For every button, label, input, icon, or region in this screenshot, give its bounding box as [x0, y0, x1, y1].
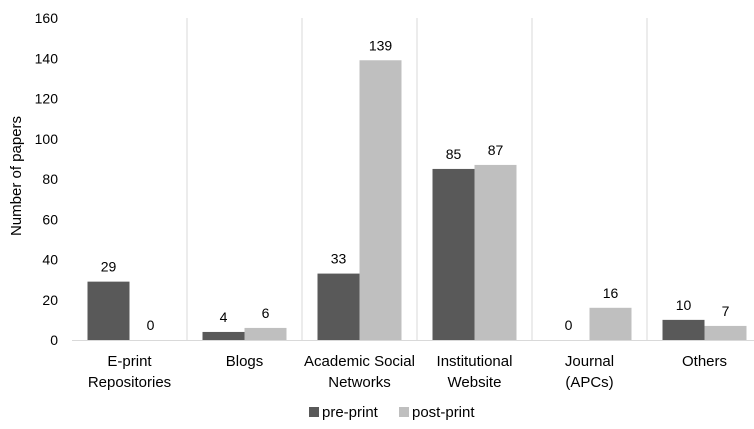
x-tick-label: Others — [682, 353, 727, 370]
data-label: 0 — [147, 317, 155, 333]
bar-post-print — [244, 327, 287, 340]
data-label: 16 — [603, 285, 619, 301]
bar-pre-print — [662, 319, 705, 340]
bar-post-print — [474, 164, 517, 340]
y-tick-label: 20 — [42, 292, 58, 308]
bar-pre-print — [432, 168, 475, 340]
data-label: 7 — [722, 303, 730, 319]
legend-swatch — [399, 407, 409, 417]
y-axis-ticks: 0 20 40 60 80 100 120 140 160 — [35, 10, 59, 348]
legend-swatch — [309, 407, 319, 417]
y-axis-title-group: Number of papers — [8, 116, 25, 236]
data-label: 33 — [331, 251, 347, 267]
y-tick-label: 100 — [35, 131, 59, 147]
data-label: 85 — [446, 146, 462, 162]
legend-label: post-print — [412, 404, 475, 421]
legend: pre-print post-print — [309, 404, 475, 421]
data-label: 4 — [220, 309, 228, 325]
bar-post-print — [359, 60, 402, 340]
y-tick-label: 60 — [42, 211, 58, 227]
y-tick-label: 80 — [42, 171, 58, 187]
y-tick-label: 40 — [42, 252, 58, 268]
data-label: 0 — [565, 317, 573, 333]
data-label: 6 — [262, 305, 270, 321]
legend-label: pre-print — [322, 404, 379, 421]
bar-post-print — [704, 325, 747, 340]
x-tick-label: Journal (APCs) — [565, 353, 614, 391]
bar-pre-print — [87, 281, 130, 340]
y-tick-label: 160 — [35, 10, 59, 26]
bar-pre-print — [202, 331, 245, 340]
y-tick-label: 120 — [35, 91, 59, 107]
data-label: 139 — [369, 37, 393, 53]
y-axis-title: Number of papers — [8, 116, 25, 236]
data-labels: 29 0 4 6 33 139 85 87 0 16 10 7 — [101, 37, 730, 333]
x-tick-label: Institutional Website — [437, 353, 513, 391]
category-separators — [186, 18, 648, 340]
data-label: 87 — [488, 142, 504, 158]
x-tick-label: E-print Repositories — [88, 353, 171, 391]
bars — [87, 60, 747, 340]
y-tick-label: 0 — [50, 332, 58, 348]
data-label: 29 — [101, 259, 117, 275]
bar-pre-print — [317, 273, 360, 340]
bar-post-print — [589, 307, 632, 340]
x-tick-label: Blogs — [226, 353, 264, 370]
y-tick-label: 140 — [35, 50, 59, 66]
data-label: 10 — [676, 297, 692, 313]
x-axis-tick-labels: E-print Repositories Blogs Academic Social N… — [88, 353, 727, 391]
x-tick-label: Academic Social Networks — [304, 353, 415, 391]
